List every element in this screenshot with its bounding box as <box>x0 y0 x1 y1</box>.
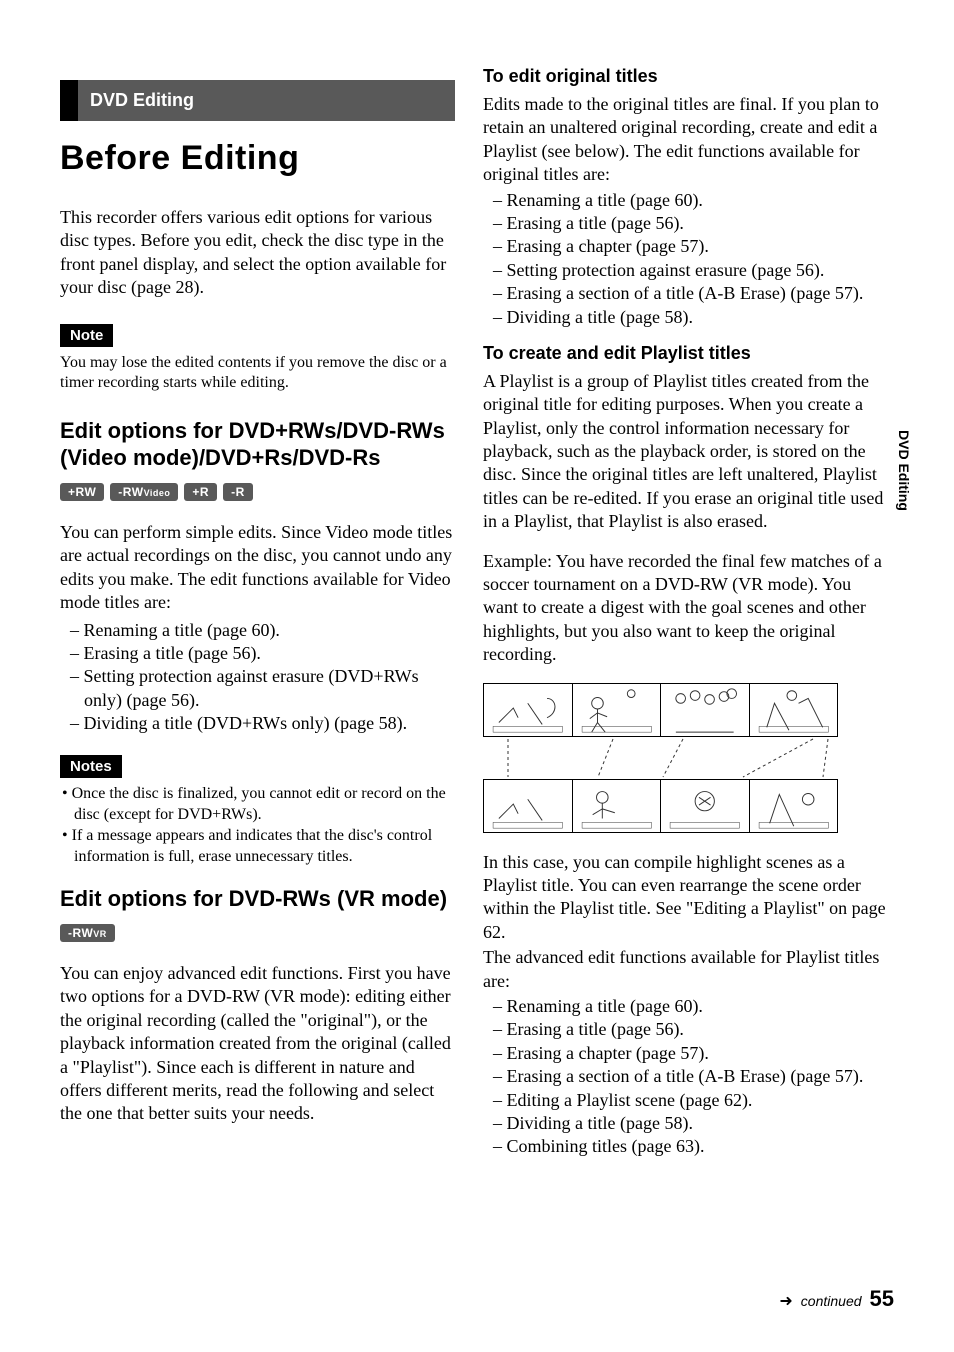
list-item: Erasing a title (page 56). <box>483 212 888 235</box>
badge-row-b: -RWVR <box>60 924 455 942</box>
disc-type-badge: +R <box>184 483 217 501</box>
list-item: Erasing a chapter (page 57). <box>483 1042 888 1065</box>
list-item: Setting protection against erasure (DVD+… <box>60 665 455 712</box>
list-item: Editing a Playlist scene (page 62). <box>483 1089 888 1112</box>
list-item: Once the disc is finalized, you cannot e… <box>60 784 455 826</box>
playlist-paragraph-2: In this case, you can compile highlight … <box>483 851 888 945</box>
intro-paragraph: This recorder offers various edit option… <box>60 206 455 300</box>
disc-type-badge: -RWVideo <box>110 483 178 501</box>
side-tab: DVD Editing <box>896 430 912 511</box>
list-item: Setting protection against erasure (page… <box>483 259 888 282</box>
video-mode-list: Renaming a title (page 60).Erasing a tit… <box>60 619 455 736</box>
list-item: If a message appears and indicates that … <box>60 826 455 868</box>
note-label: Note <box>60 324 113 347</box>
left-column: DVD Editing Before Editing This recorder… <box>60 50 455 1171</box>
film-row-top <box>483 683 838 737</box>
disc-type-badge: -RWVR <box>60 924 115 942</box>
list-item: Erasing a section of a title (A-B Erase)… <box>483 282 888 305</box>
list-item: Renaming a title (page 60). <box>483 995 888 1018</box>
note-text: You may lose the edited contents if you … <box>60 353 455 395</box>
subheading-playlist: To create and edit Playlist titles <box>483 343 888 364</box>
film-row-bottom <box>483 779 838 833</box>
vr-mode-paragraph: You can enjoy advanced edit functions. F… <box>60 962 455 1126</box>
original-paragraph: Edits made to the original titles are fi… <box>483 93 888 187</box>
list-item: Renaming a title (page 60). <box>483 189 888 212</box>
disc-type-badge: -R <box>223 483 253 501</box>
list-item: Dividing a title (page 58). <box>483 1112 888 1135</box>
disc-type-badge: +RW <box>60 483 104 501</box>
notes-list: Once the disc is finalized, you cannot e… <box>60 784 455 867</box>
playlist-paragraph-3: The advanced edit functions available fo… <box>483 946 888 993</box>
list-item: Dividing a title (page 58). <box>483 306 888 329</box>
badge-row-a: +RW -RWVideo +R -R <box>60 483 455 501</box>
subheading-video-mode: Edit options for DVD+RWs/DVD-RWs (Video … <box>60 418 455 471</box>
list-item: Erasing a section of a title (A-B Erase)… <box>483 1065 888 1088</box>
continued-label: continued <box>801 1293 862 1309</box>
subheading-original: To edit original titles <box>483 66 888 87</box>
list-item: Combining titles (page 63). <box>483 1135 888 1158</box>
notes-label: Notes <box>60 755 122 778</box>
subheading-vr-mode: Edit options for DVD-RWs (VR mode) <box>60 886 455 912</box>
section-header: DVD Editing <box>60 80 455 121</box>
right-column: To edit original titles Edits made to th… <box>483 50 888 1171</box>
original-list: Renaming a title (page 60).Erasing a tit… <box>483 189 888 329</box>
list-item: Erasing a title (page 56). <box>483 1018 888 1041</box>
list-item: Dividing a title (DVD+RWs only) (page 58… <box>60 712 455 735</box>
playlist-paragraph-1: A Playlist is a group of Playlist titles… <box>483 370 888 534</box>
playlist-illustration <box>483 683 838 833</box>
list-item: Renaming a title (page 60). <box>60 619 455 642</box>
list-item: Erasing a title (page 56). <box>60 642 455 665</box>
playlist-example: Example: You have recorded the final few… <box>483 550 888 667</box>
page-number: 55 <box>870 1286 894 1312</box>
connector-lines <box>483 737 838 779</box>
page-body: DVD Editing Before Editing This recorder… <box>60 50 894 1171</box>
playlist-list: Renaming a title (page 60).Erasing a tit… <box>483 995 888 1159</box>
page-title: Before Editing <box>60 139 455 178</box>
page-footer: ➜ continued 55 <box>779 1286 894 1312</box>
video-mode-paragraph: You can perform simple edits. Since Vide… <box>60 521 455 615</box>
continued-arrow-icon: ➜ <box>779 1291 792 1311</box>
list-item: Erasing a chapter (page 57). <box>483 235 888 258</box>
